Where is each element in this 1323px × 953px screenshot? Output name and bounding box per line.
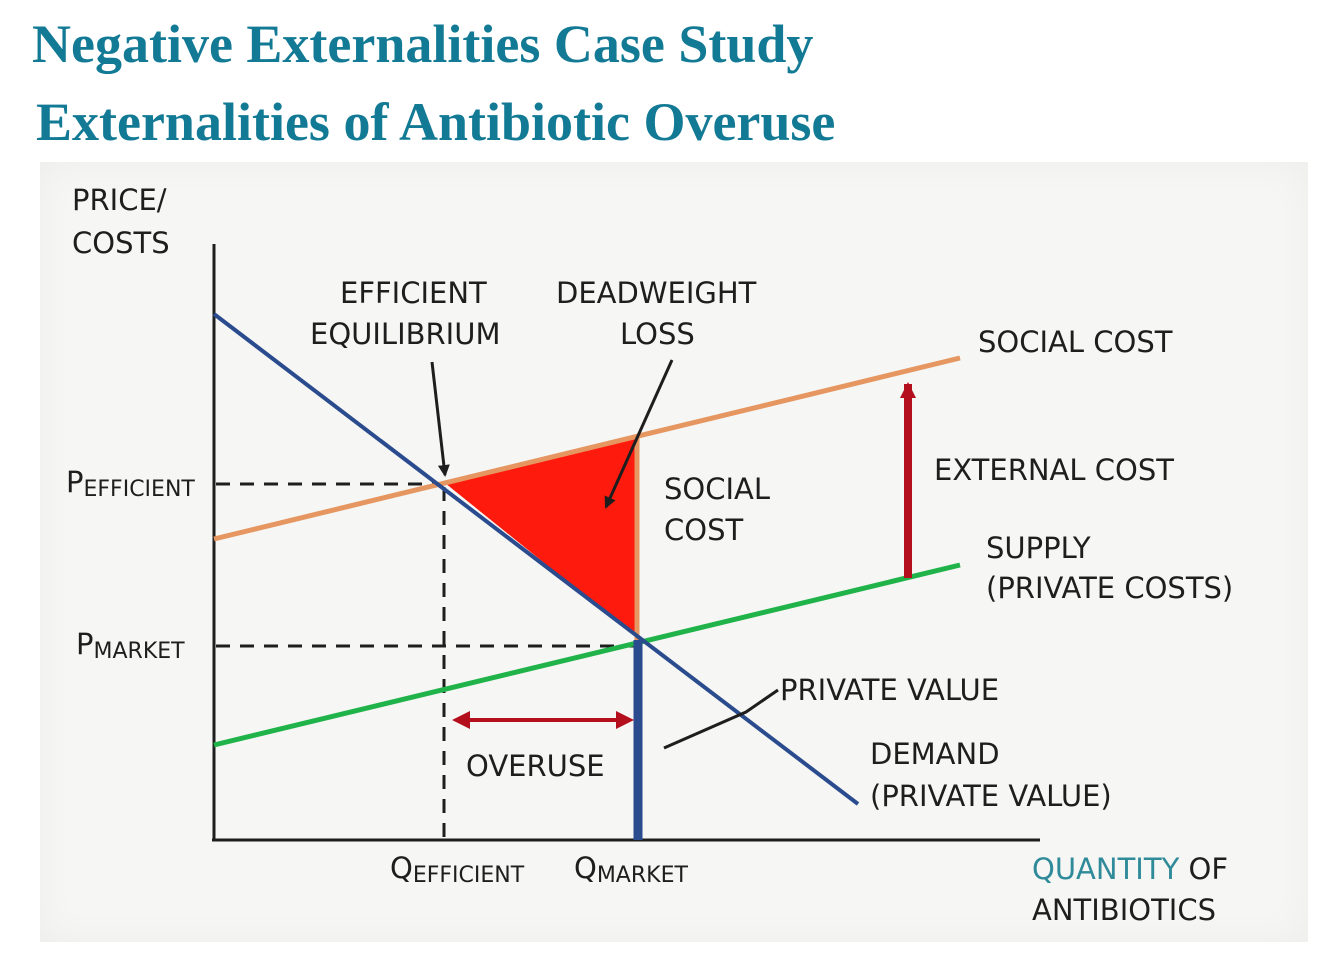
deadweight-loss-area [445,438,636,637]
private-value-pointer [663,688,779,750]
p-market-label: PMARKET [76,627,185,664]
p-efficient-sub: EFFICIENT [84,477,196,502]
demand-label-line1: DEMAND [870,737,1000,771]
efficient-eq-label-line1: EFFICIENT [340,276,487,310]
social-cost-segment-label-line2: COST [664,513,743,547]
externality-diagram: PRICE/ COSTS QUANTITY OF ANTIBIOTICS PEF… [66,183,1233,927]
social-cost-curve [213,355,961,542]
dwl-label-line1: DEADWEIGHT [556,276,757,310]
page-title: Negative Externalities Case Study [32,14,814,74]
overuse-arrow-right-head [616,711,634,729]
p-efficient-main: P [66,465,84,499]
diagram-board: PRICE/ COSTS QUANTITY OF ANTIBIOTICS PEF… [40,162,1308,942]
supply-label-line1: SUPPLY [986,531,1091,565]
efficient-eq-pointer [430,361,450,477]
p-efficient-label: PEFFICIENT [66,465,195,502]
y-axis-label-line1: PRICE/ [72,183,167,217]
social-cost-segment-label-line1: SOCIAL [664,472,770,506]
x-axis-label-line1: QUANTITY OF [1032,852,1228,886]
p-market-sub: MARKET [94,639,186,664]
y-axis-label-line2: COSTS [72,226,170,260]
supply-label-line2: (PRIVATE COSTS) [986,571,1233,605]
overuse-arrow-left-head [452,711,470,729]
x-axis-label-of: OF [1189,852,1229,886]
demand-label-line2: (PRIVATE VALUE) [870,779,1112,813]
dwl-label-line2: LOSS [620,317,695,351]
p-market-main: P [76,627,94,661]
supply-curve [213,562,961,748]
demand-curve [212,312,860,806]
x-axis-label-line2: ANTIBIOTICS [1032,893,1216,927]
q-efficient-main: Q [390,851,413,885]
x-axis-label-quantity: QUANTITY [1032,852,1180,886]
efficient-eq-label-line2: EQUILIBRIUM [310,317,500,351]
dwl-pointer [604,359,674,509]
external-cost-label: EXTERNAL COST [934,453,1174,487]
q-market-sub: MARKET [597,863,689,888]
q-market-label: QMARKET [574,851,688,888]
page-subtitle: Externalities of Antibiotic Overuse [36,92,836,152]
social-cost-label: SOCIAL COST [978,325,1173,359]
q-efficient-sub: EFFICIENT [413,863,525,888]
q-efficient-label: QEFFICIENT [390,851,525,888]
private-value-label: PRIVATE VALUE [780,673,999,707]
overuse-label: OVERUSE [466,749,605,783]
q-market-main: Q [574,851,597,885]
